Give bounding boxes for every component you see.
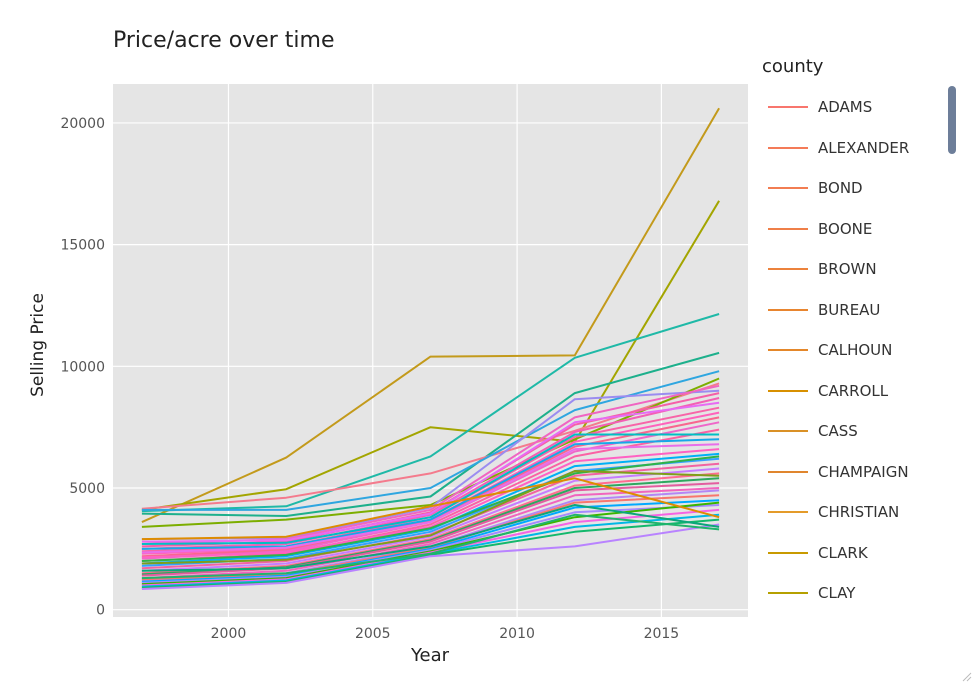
legend-label: BOONE	[818, 219, 873, 238]
legend-item-alexander[interactable]: ALEXANDER	[762, 128, 952, 169]
legend-swatch	[768, 187, 808, 190]
series-line-36[interactable]	[141, 508, 720, 587]
legend-swatch	[768, 511, 808, 514]
chart-title: Price/acre over time	[113, 28, 335, 53]
legend-label: CHRISTIAN	[818, 503, 900, 522]
series-line-30[interactable]	[141, 487, 720, 580]
series-line-20[interactable]	[141, 448, 720, 559]
series-line-25[interactable]	[141, 467, 720, 572]
legend-swatch	[768, 430, 808, 433]
legend-item-calhoun[interactable]: CALHOUN	[762, 330, 952, 371]
legend-swatch	[768, 349, 808, 352]
series-line-29[interactable]	[141, 482, 720, 577]
legend-swatch	[768, 106, 808, 109]
legend-label: CARROLL	[818, 381, 889, 400]
legend-title: county	[762, 56, 824, 77]
legend-swatch	[768, 308, 808, 311]
legend-label: ADAMS	[818, 98, 873, 117]
legend-item-bureau[interactable]: BUREAU	[762, 290, 952, 331]
legend: county ADAMS ALEXANDER BOND BOONE BROWN BUREA…	[762, 56, 952, 616]
legend-item-bond[interactable]: BOND	[762, 168, 952, 209]
y-tick-label: 15000	[60, 238, 105, 254]
legend-item-boone[interactable]: BOONE	[762, 209, 952, 250]
series-layer[interactable]	[141, 107, 720, 590]
x-tick-label: 2015	[644, 626, 680, 642]
legend-item-adams[interactable]: ADAMS	[762, 87, 952, 128]
y-tick-label: 20000	[60, 116, 105, 132]
legend-swatch	[768, 146, 808, 149]
series-line-3[interactable]	[141, 351, 720, 517]
legend-swatch	[768, 551, 808, 554]
series-line-2[interactable]	[141, 313, 720, 513]
legend-swatch	[768, 389, 808, 392]
series-line-33[interactable]	[141, 499, 720, 583]
series-line-40[interactable]	[141, 513, 720, 580]
series-line-41[interactable]	[141, 504, 720, 572]
series-line-28[interactable]	[141, 470, 720, 565]
legend-item-clay[interactable]: CLAY	[762, 573, 952, 614]
series-line-42[interactable]	[141, 477, 720, 541]
legend-swatch	[768, 592, 808, 595]
legend-item-brown[interactable]: BROWN	[762, 249, 952, 290]
legend-item-carroll[interactable]: CARROLL	[762, 371, 952, 412]
series-line-38[interactable]	[141, 518, 720, 589]
legend-swatch	[768, 227, 808, 230]
y-tick-label: 5000	[69, 481, 105, 497]
series-line-32[interactable]	[141, 494, 720, 581]
resize-grip-icon[interactable]	[960, 670, 972, 682]
legend-label: BUREAU	[818, 300, 881, 319]
series-line-34[interactable]	[141, 504, 720, 584]
x-tick-label: 2010	[499, 626, 535, 642]
legend-items: ADAMS ALEXANDER BOND BOONE BROWN BUREAU CALHOU…	[762, 87, 952, 614]
x-tick-label: 2000	[211, 626, 247, 642]
legend-item-christian[interactable]: CHRISTIAN	[762, 492, 952, 533]
legend-label: CLARK	[818, 543, 868, 562]
legend-label: BOND	[818, 179, 863, 198]
legend-label: CALHOUN	[818, 341, 893, 360]
legend-swatch	[768, 470, 808, 473]
legend-item-clark[interactable]: CLARK	[762, 533, 952, 574]
legend-label: CLAY	[818, 584, 856, 603]
series-line-10[interactable]	[141, 397, 720, 550]
x-tick-label: 2005	[355, 626, 391, 642]
legend-label: BROWN	[818, 260, 877, 279]
legend-label: CHAMPAIGN	[818, 462, 909, 481]
tick-layer: 0 5000 10000 15000 20000 2000 2005 2010 2015	[60, 116, 679, 642]
legend-item-champaign[interactable]: CHAMPAIGN	[762, 452, 952, 493]
series-line-1[interactable]	[141, 200, 720, 511]
legend-label: CASS	[818, 422, 858, 441]
y-tick-label: 0	[96, 603, 105, 619]
legend-scrollbar[interactable]	[948, 86, 956, 154]
series-line-18[interactable]	[141, 438, 720, 550]
series-line-0[interactable]	[141, 107, 720, 524]
series-line-23[interactable]	[141, 455, 720, 562]
x-axis-label: Year	[410, 645, 450, 666]
y-tick-label: 10000	[60, 359, 105, 375]
legend-label: ALEXANDER	[818, 138, 910, 157]
y-axis-label: Selling Price	[28, 293, 48, 397]
series-line-21[interactable]	[141, 452, 720, 565]
series-line-19[interactable]	[141, 443, 720, 554]
legend-item-cass[interactable]: CASS	[762, 411, 952, 452]
legend-swatch	[768, 268, 808, 271]
series-line-17[interactable]	[141, 433, 720, 545]
series-line-14[interactable]	[141, 416, 720, 558]
series-line-39[interactable]	[141, 523, 720, 590]
series-line-11[interactable]	[141, 401, 720, 543]
series-line-6[interactable]	[141, 377, 720, 528]
